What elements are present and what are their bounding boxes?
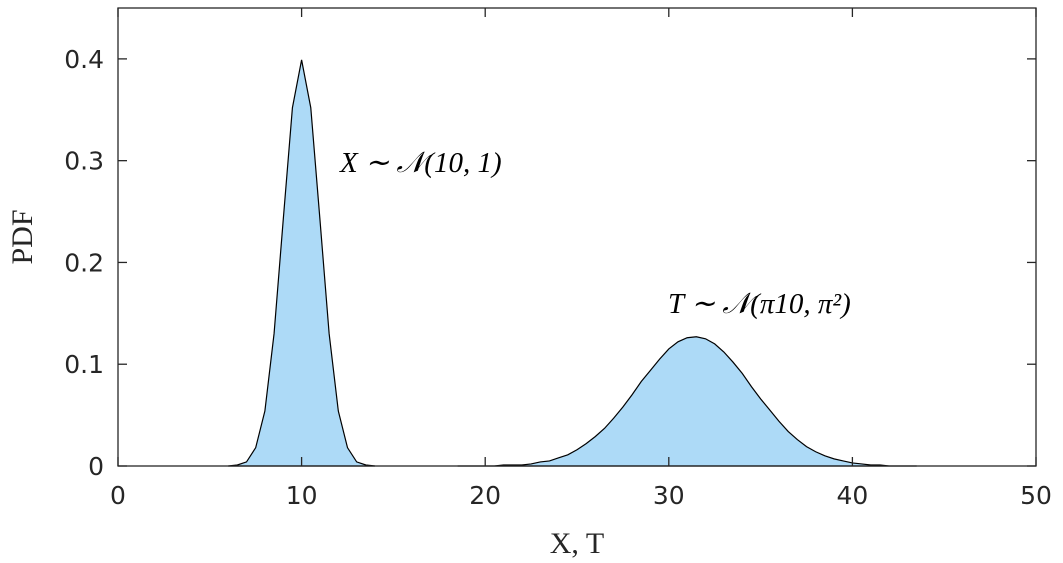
y-tick-label: 0.1 (64, 350, 104, 379)
x-tick-label: 10 (286, 481, 318, 510)
y-tick-label: 0.2 (64, 248, 104, 277)
y-tick-label: 0 (88, 452, 104, 481)
y-axis-label: PDF (6, 209, 39, 264)
x-tick-label: 40 (836, 481, 868, 510)
y-tick-label: 0.4 (64, 45, 104, 74)
x-tick-label: 20 (469, 481, 501, 510)
annotation: X ∼ 𝒩(10, 1) (339, 147, 502, 179)
plot-frame (117, 7, 1037, 467)
y-tick-label: 0.3 (64, 147, 104, 176)
area (228, 59, 376, 467)
x-tick-label: 50 (1020, 481, 1052, 510)
x-tick-label: 0 (110, 481, 126, 510)
annotation: T ∼ 𝒩(π10, π²) (668, 288, 851, 320)
area (457, 336, 917, 467)
x-tick-label: 30 (653, 481, 685, 510)
x-axis-label: X, T (550, 527, 604, 560)
